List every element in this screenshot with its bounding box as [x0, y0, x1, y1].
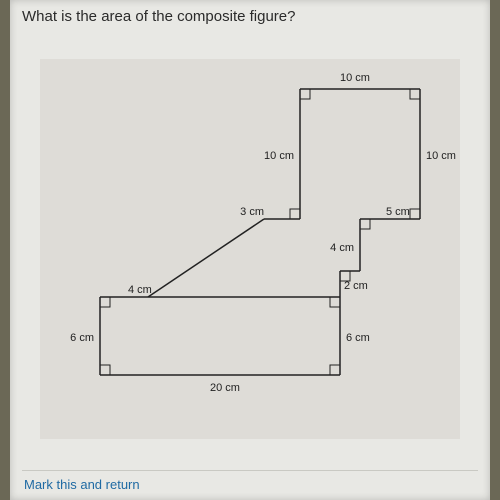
dimension-label: 2 cm: [344, 280, 368, 292]
footer-bar: Mark this and return: [22, 470, 478, 494]
right-angle-icon: [300, 89, 310, 99]
dimension-label: 3 cm: [240, 206, 264, 218]
right-angle-icon: [100, 365, 110, 375]
dimension-label: 6 cm: [346, 332, 370, 344]
dimension-label: 10 cm: [264, 150, 294, 162]
right-angle-icon: [290, 209, 300, 219]
question-card: What is the area of the composite figure…: [10, 0, 490, 500]
composite-figure: 10 cm 10 cm 10 cm 3 cm 5 cm 4 cm 2 cm 4 cm 6 cm 6…: [40, 59, 460, 439]
mark-return-link[interactable]: Mark this and return: [24, 477, 140, 492]
right-angle-icon: [360, 219, 370, 229]
dimension-label: 4 cm: [128, 284, 152, 296]
dimension-label: 5 cm: [386, 206, 410, 218]
right-angle-icon: [410, 209, 420, 219]
dimension-label: 4 cm: [330, 242, 354, 254]
figure-edge: [148, 219, 264, 297]
question-text: What is the area of the composite figure…: [22, 8, 478, 25]
dimension-label: 20 cm: [210, 382, 240, 394]
right-angle-icon: [410, 89, 420, 99]
right-angle-icon: [330, 297, 340, 307]
dimension-label: 6 cm: [70, 332, 94, 344]
right-angle-icon: [330, 365, 340, 375]
dimension-label: 10 cm: [340, 72, 370, 84]
figure-container: 10 cm 10 cm 10 cm 3 cm 5 cm 4 cm 2 cm 4 cm 6 cm 6…: [22, 31, 478, 466]
right-angle-icon: [100, 297, 110, 307]
dimension-label: 10 cm: [426, 150, 456, 162]
